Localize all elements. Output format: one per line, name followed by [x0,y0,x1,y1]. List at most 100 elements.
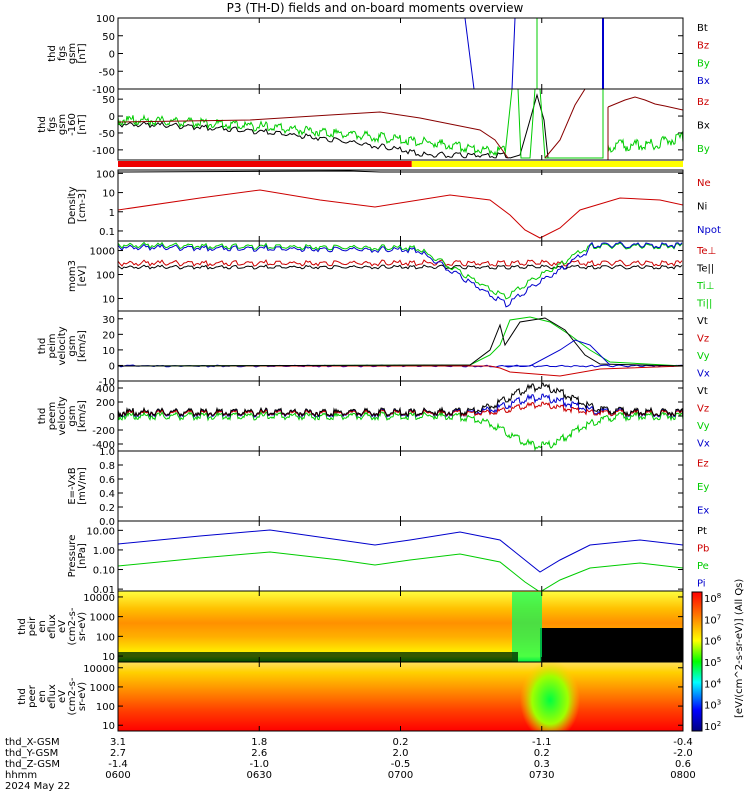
panel-10-ytick-label: 10 [102,721,115,732]
panel-4-ylabel-line: mom3 [67,260,78,292]
panel-1-legend-Bx: Bx [697,76,710,87]
panel-1-ylabel-line: thd [47,45,58,62]
panel-1-ytick-label: 50 [102,32,115,43]
panel-7-ytick-label: 0.4 [99,489,115,500]
bz-trace-3 [607,96,683,111]
panel-8-legend-Pi: Pi [697,578,706,589]
panel-1-ytick-label: 0 [109,50,115,61]
panel-7-frame [117,450,684,522]
footer-row-value: 0630 [247,770,272,781]
panel-3-data [118,170,683,239]
panel-2-ytick-label: -100 [92,146,115,157]
panel-9-ylabel-line: eflux [47,614,58,639]
footer-row-value: 1.8 [251,737,267,748]
panel-2-ylabel-line: thd [37,116,48,133]
bx-trace [118,121,511,159]
panel-5-legend-Vy: Vy [697,351,710,362]
te-perp-trace [118,259,683,267]
ti-perp-trace [118,241,683,308]
panel-5-ytick-label: 0 [109,361,115,372]
panel-1-ylabel: thd fgs gsm [nT] [47,43,88,64]
panel-2-legend-Bx: Bx [697,121,710,132]
panel-1-legend-Bz: Bz [697,41,709,52]
panel-9-ylabel: thd peir en eflux eV (cm2-s-sr-eV) [17,607,88,645]
panel-6-ytick-label: 400 [96,384,115,395]
panel-9-data [118,591,683,662]
footer-row-value: -1.0 [249,759,269,770]
panel-6: 400 200 0 -200 -400 thd peem velocity gsm [km/s] V… [37,380,710,452]
panel-5-ylabel-line: thd [37,338,48,355]
ni-trace [118,170,683,173]
panel-9-ytick-label: 1000 [90,613,115,624]
panel-5-legend-Vz: Vz [697,333,709,344]
panel-1-ylabel-line: fgs [57,46,68,61]
panel-2-ylabel-line: gsm [57,114,68,135]
electron-spectrogram-green-region [520,662,580,731]
colorbar-tick-label: 105 [704,656,721,669]
panel-7-legend-Ey: Ey [697,482,709,493]
panel-7: 1.0 0.8 0.6 0.4 0.2 0.0 E=-VxB [mV/m] Ez Ey Ex [67,447,709,528]
panel-7-ytick-label: 0.8 [99,461,115,472]
vt-trace [118,382,683,418]
footer-row-value: 3.1 [110,737,126,748]
bx-trace [464,18,475,89]
panel-8-ytick-label: 1.00 [93,546,115,557]
panel-4-legend-Ti⊥: Ti⊥ [696,281,714,292]
footer-row-value: 0.2 [393,737,409,748]
panel-7-ylabel-line: [mV/m] [77,467,88,505]
colorbar-tick-label: 102 [704,720,721,733]
bz-trace-2 [544,89,586,159]
panel-7-ylabel: E=-VxB [mV/m] [67,467,88,505]
panel-10-ylabel-line: thd [17,688,28,705]
panel-1-ytick-label: -100 [92,85,115,96]
mode-bar-segment-1 [118,161,412,167]
panel-6-legend-Vt: Vt [697,386,708,397]
panel-4-ytick-label: 100 [96,271,115,282]
by-trace-2 [504,89,604,159]
footer-row-value: 0730 [529,770,554,781]
ion-spectrogram-green-band [512,592,542,662]
panel-6-ylabel-line: velocity [57,396,68,435]
footer-row-value: 2.0 [393,748,409,759]
footer-row-value: 0.6 [675,759,691,770]
panel-2: 50 0 -50 -100 thd fgs gsm -160 [nT] Bz Bx By [37,88,710,161]
panel-7-ytick-label: 0.0 [99,517,115,528]
panel-5-ytick-label: -10 [99,377,115,388]
panel-6-ylabel-line: peem [47,402,58,430]
panel-9-ylabel-line: peir [27,616,38,636]
panel-9-ylabel-line: en [37,620,48,633]
pe-trace [118,551,683,591]
panel-2-ytick-label: -50 [99,129,115,140]
footer-row-value: 2.6 [251,748,267,759]
panel-10-ylabel-line: peer [27,684,38,708]
panel-1-frame [117,17,684,90]
panel-5-ylabel-line: gsm [67,335,78,356]
panel-5-ytick-label: 30 [102,315,115,326]
panel-5-ylabel-line: velocity [57,326,68,365]
panel-1-legend-Bt: Bt [697,23,708,34]
panel-10-ytick-label: 10000 [83,664,115,675]
panel-2-ytick-label: 0 [109,112,115,123]
panel-6-ylabel-line: [km/s] [77,400,88,432]
panel-8-legend-Pe: Pe [697,561,709,572]
panel-7-ylabel-line: E=-VxB [67,467,78,504]
panel-6-legend-Vy: Vy [697,421,710,432]
panel-5-ylabel-line: [km/s] [77,330,88,362]
panel-7-ytick-label: 1.0 [99,447,115,458]
te-par-trace [118,264,683,270]
panel-2-ylabel-line: -160 [67,113,78,136]
panel-3-ytick-label: 0.1 [99,227,115,238]
colorbar-tick-label: 108 [704,592,721,605]
panel-10-ylabel-line: eflux [47,684,58,709]
panel-2-ytick-label: 50 [102,95,115,106]
panel-4: 1000 100 10 mom3 [eV] Te⊥ Te|| Ti⊥ Ti|| [67,240,716,312]
ion-spectrogram-dark-region [540,628,683,662]
panel-3-ytick-label: 10 [102,189,115,200]
panel-4-data [118,241,683,308]
footer-row-value: 2.7 [110,748,126,759]
panel-8-ylabel: Pressure [nPa] [67,535,88,578]
panel-3-ytick-label: 100 [96,169,115,180]
panel-6-ytick-label: -200 [92,426,115,437]
panel-4-ytick-label: 1000 [90,247,115,258]
footer-row-label: thd_Y-GSM [5,748,58,759]
